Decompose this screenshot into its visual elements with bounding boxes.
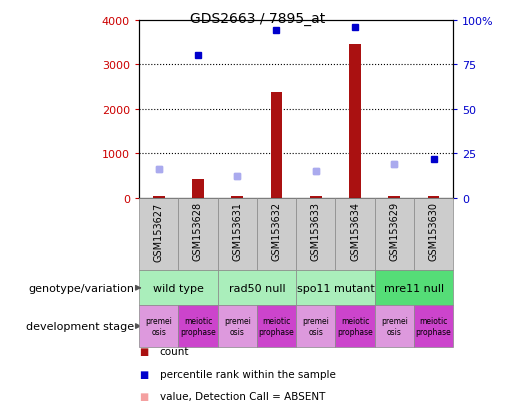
Bar: [217, 306, 257, 347]
Text: development stage: development stage: [26, 321, 134, 331]
Text: rad50 null: rad50 null: [229, 283, 285, 293]
Text: GSM153631: GSM153631: [232, 202, 242, 261]
Text: GSM153632: GSM153632: [271, 202, 282, 261]
Bar: [257, 306, 296, 347]
Bar: [335, 198, 375, 271]
Text: mre11 null: mre11 null: [384, 283, 444, 293]
Bar: [217, 198, 257, 271]
Text: value, Detection Call = ABSENT: value, Detection Call = ABSENT: [160, 392, 325, 401]
Text: count: count: [160, 346, 189, 356]
Bar: [139, 198, 178, 271]
Bar: [414, 198, 453, 271]
Bar: [335, 306, 375, 347]
Text: GSM153627: GSM153627: [153, 202, 164, 261]
Bar: [178, 198, 218, 271]
Bar: [296, 271, 375, 306]
Text: meiotic
prophase: meiotic prophase: [337, 317, 373, 336]
Text: GSM153633: GSM153633: [311, 202, 321, 261]
Bar: [139, 271, 217, 306]
Bar: [153, 197, 165, 198]
Bar: [192, 179, 204, 198]
Text: percentile rank within the sample: percentile rank within the sample: [160, 369, 336, 379]
Bar: [310, 197, 322, 198]
Bar: [375, 271, 453, 306]
Text: GSM153629: GSM153629: [389, 202, 399, 261]
Bar: [349, 45, 361, 198]
Text: meiotic
prophase: meiotic prophase: [259, 317, 295, 336]
Text: genotype/variation: genotype/variation: [28, 283, 134, 293]
Bar: [296, 198, 335, 271]
Bar: [231, 197, 243, 198]
Bar: [388, 197, 400, 198]
Text: meiotic
prophase: meiotic prophase: [416, 317, 452, 336]
Text: spo11 mutant: spo11 mutant: [297, 283, 374, 293]
Bar: [139, 306, 178, 347]
Text: ■: ■: [139, 392, 148, 401]
Bar: [217, 271, 296, 306]
Text: wild type: wild type: [153, 283, 204, 293]
Text: premei
osis: premei osis: [224, 317, 251, 336]
Bar: [257, 198, 296, 271]
Text: meiotic
prophase: meiotic prophase: [180, 317, 216, 336]
Text: GSM153630: GSM153630: [428, 202, 439, 261]
Text: premei
osis: premei osis: [302, 317, 329, 336]
Text: GDS2663 / 7895_at: GDS2663 / 7895_at: [190, 12, 325, 26]
Bar: [270, 93, 282, 198]
Bar: [296, 306, 335, 347]
Text: ■: ■: [139, 369, 148, 379]
Bar: [375, 306, 414, 347]
Text: premei
osis: premei osis: [381, 317, 408, 336]
Bar: [375, 198, 414, 271]
Text: ■: ■: [139, 346, 148, 356]
Text: GSM153628: GSM153628: [193, 202, 203, 261]
Bar: [178, 306, 218, 347]
Text: premei
osis: premei osis: [145, 317, 172, 336]
Bar: [414, 306, 453, 347]
Text: GSM153634: GSM153634: [350, 202, 360, 261]
Bar: [427, 197, 439, 198]
